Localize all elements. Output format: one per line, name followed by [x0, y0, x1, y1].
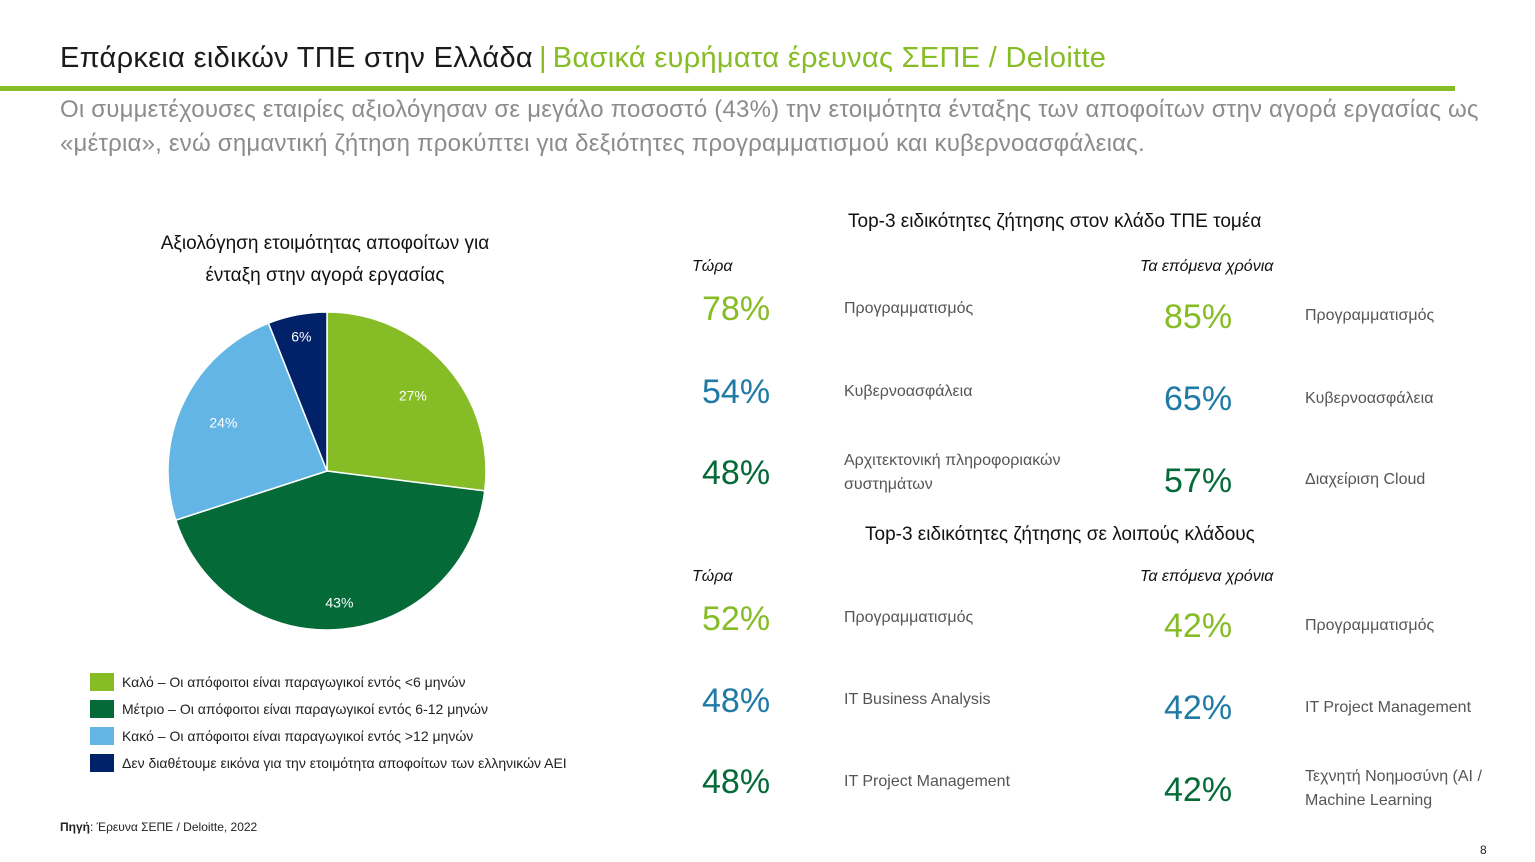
legend-swatch-medium: [90, 699, 114, 718]
pie-label-bad: 24%: [209, 414, 237, 430]
other-future-label: Τα επόμενα χρόνια: [1140, 568, 1274, 585]
pie-slice-unknown: [267, 311, 328, 472]
ict-now-pct-1: 78%: [702, 290, 771, 328]
ict-now-label: Τώρα: [692, 258, 733, 275]
other-future-pct-3: 42%: [1164, 771, 1233, 809]
legend-label-unknown: Δεν διαθέτουμε εικόνα για την ετοιμότητα…: [122, 754, 567, 771]
other-now-label: Τώρα: [692, 568, 733, 585]
title-rule: [0, 86, 1455, 91]
legend-item-unknown: Δεν διαθέτουμε εικόνα για την ετοιμότητα…: [90, 749, 567, 776]
ict-section-title: Top-3 ειδικότητες ζήτησης στον κλάδο ΤΠΕ…: [848, 211, 1262, 232]
title-accent: Βασικά ευρήματα έρευνας ΣΕΠΕ / Deloitte: [552, 42, 1107, 74]
other-now-pct-1: 52%: [702, 600, 771, 638]
source-text: : Έρευνα ΣΕΠΕ / Deloitte, 2022: [90, 820, 258, 834]
other-future-skill-1: Προγραμματισμός: [1305, 617, 1435, 634]
legend-swatch-good: [90, 672, 114, 691]
pie-label-good: 27%: [399, 387, 427, 403]
ict-now-skill-3-line2: συστημάτων: [844, 476, 933, 493]
pie-legend: Καλό – Οι απόφοιτοι είναι παραγωγικοί εν…: [90, 668, 567, 776]
ict-now-skill-3-line1: Αρχιτεκτονική πληροφοριακών: [844, 452, 1061, 469]
other-now-pct-2: 48%: [702, 682, 771, 720]
other-section-title: Top-3 ειδικότητες ζήτησης σε λοιπούς κλά…: [865, 524, 1255, 545]
other-future-skill-2: IT Project Management: [1305, 699, 1472, 716]
pie-slice-good: [326, 311, 487, 492]
other-now-skill-3: IT Project Management: [844, 773, 1011, 790]
legend-item-good: Καλό – Οι απόφοιτοι είναι παραγωγικοί εν…: [90, 668, 567, 695]
pie-chart-title-line1: Αξιολόγηση ετοιμότητας αποφοίτων για: [160, 233, 490, 254]
title-main: Επάρκεια ειδικών ΤΠΕ στην Ελλάδα: [60, 42, 533, 74]
ict-future-pct-1: 85%: [1164, 298, 1233, 336]
slide-title: Επάρκεια ειδικών ΤΠΕ στην Ελλάδα | Βασικά …: [60, 42, 1106, 75]
pie-chart-title-line2: ένταξη στην αγορά εργασίας: [205, 265, 445, 286]
ict-now-pct-2: 54%: [702, 373, 771, 411]
ict-future-skill-1: Προγραμματισμός: [1305, 307, 1435, 324]
other-future-pct-2: 42%: [1164, 689, 1233, 727]
legend-item-bad: Κακό – Οι απόφοιτοι είναι παραγωγικοί εν…: [90, 722, 567, 749]
other-now-skill-2: IT Business Analysis: [844, 691, 991, 708]
source-note: Πηγή: Έρευνα ΣΕΠΕ / Deloitte, 2022: [60, 820, 257, 834]
ict-now-skill-3: Αρχιτεκτονική πληροφοριακών συστημάτων: [844, 449, 1060, 497]
pie-label-medium: 43%: [325, 594, 353, 610]
pie-slice-medium: [174, 470, 486, 631]
ict-future-label: Τα επόμενα χρόνια: [1140, 258, 1274, 275]
ict-now-pct-3: 48%: [702, 454, 771, 492]
other-future-pct-1: 42%: [1164, 607, 1233, 645]
ict-now-skill-1: Προγραμματισμός: [844, 300, 974, 317]
pie-chart-title: Αξιολόγηση ετοιμότητας αποφοίτων για έντ…: [120, 228, 530, 292]
legend-label-good: Καλό – Οι απόφοιτοι είναι παραγωγικοί εν…: [122, 673, 466, 690]
legend-swatch-bad: [90, 726, 114, 745]
other-now-pct-3: 48%: [702, 763, 771, 801]
page-number: 8: [1480, 843, 1487, 857]
pie-chart: 27% 43% 24% 6%: [167, 311, 487, 631]
legend-swatch-unknown: [90, 753, 114, 772]
legend-label-bad: Κακό – Οι απόφοιτοι είναι παραγωγικοί εν…: [122, 727, 474, 744]
ict-future-pct-3: 57%: [1164, 462, 1233, 500]
ict-now-skill-2: Κυβερνοασφάλεια: [844, 383, 973, 400]
pie-label-unknown: 6%: [291, 329, 311, 345]
title-separator: |: [538, 42, 547, 74]
slide-subtitle: Οι συμμετέχουσες εταιρίες αξιολόγησαν σε…: [60, 96, 1479, 157]
legend-label-medium: Μέτριο – Οι απόφοιτοι είναι παραγωγικοί …: [122, 700, 488, 717]
other-now-skill-1: Προγραμματισμός: [844, 609, 974, 626]
ict-future-pct-2: 65%: [1164, 380, 1233, 418]
source-label: Πηγή: [60, 820, 90, 834]
ict-future-skill-3: Διαχείριση Cloud: [1305, 471, 1426, 488]
other-future-skill-3-line1: Τεχνητή Νοημοσύνη (AI /: [1305, 768, 1482, 785]
other-future-skill-3: Τεχνητή Νοημοσύνη (AI / Machine Learning: [1305, 765, 1482, 813]
other-future-skill-3-line2: Machine Learning: [1305, 792, 1433, 809]
legend-item-medium: Μέτριο – Οι απόφοιτοι είναι παραγωγικοί …: [90, 695, 567, 722]
ict-future-skill-2: Κυβερνοασφάλεια: [1305, 390, 1434, 407]
